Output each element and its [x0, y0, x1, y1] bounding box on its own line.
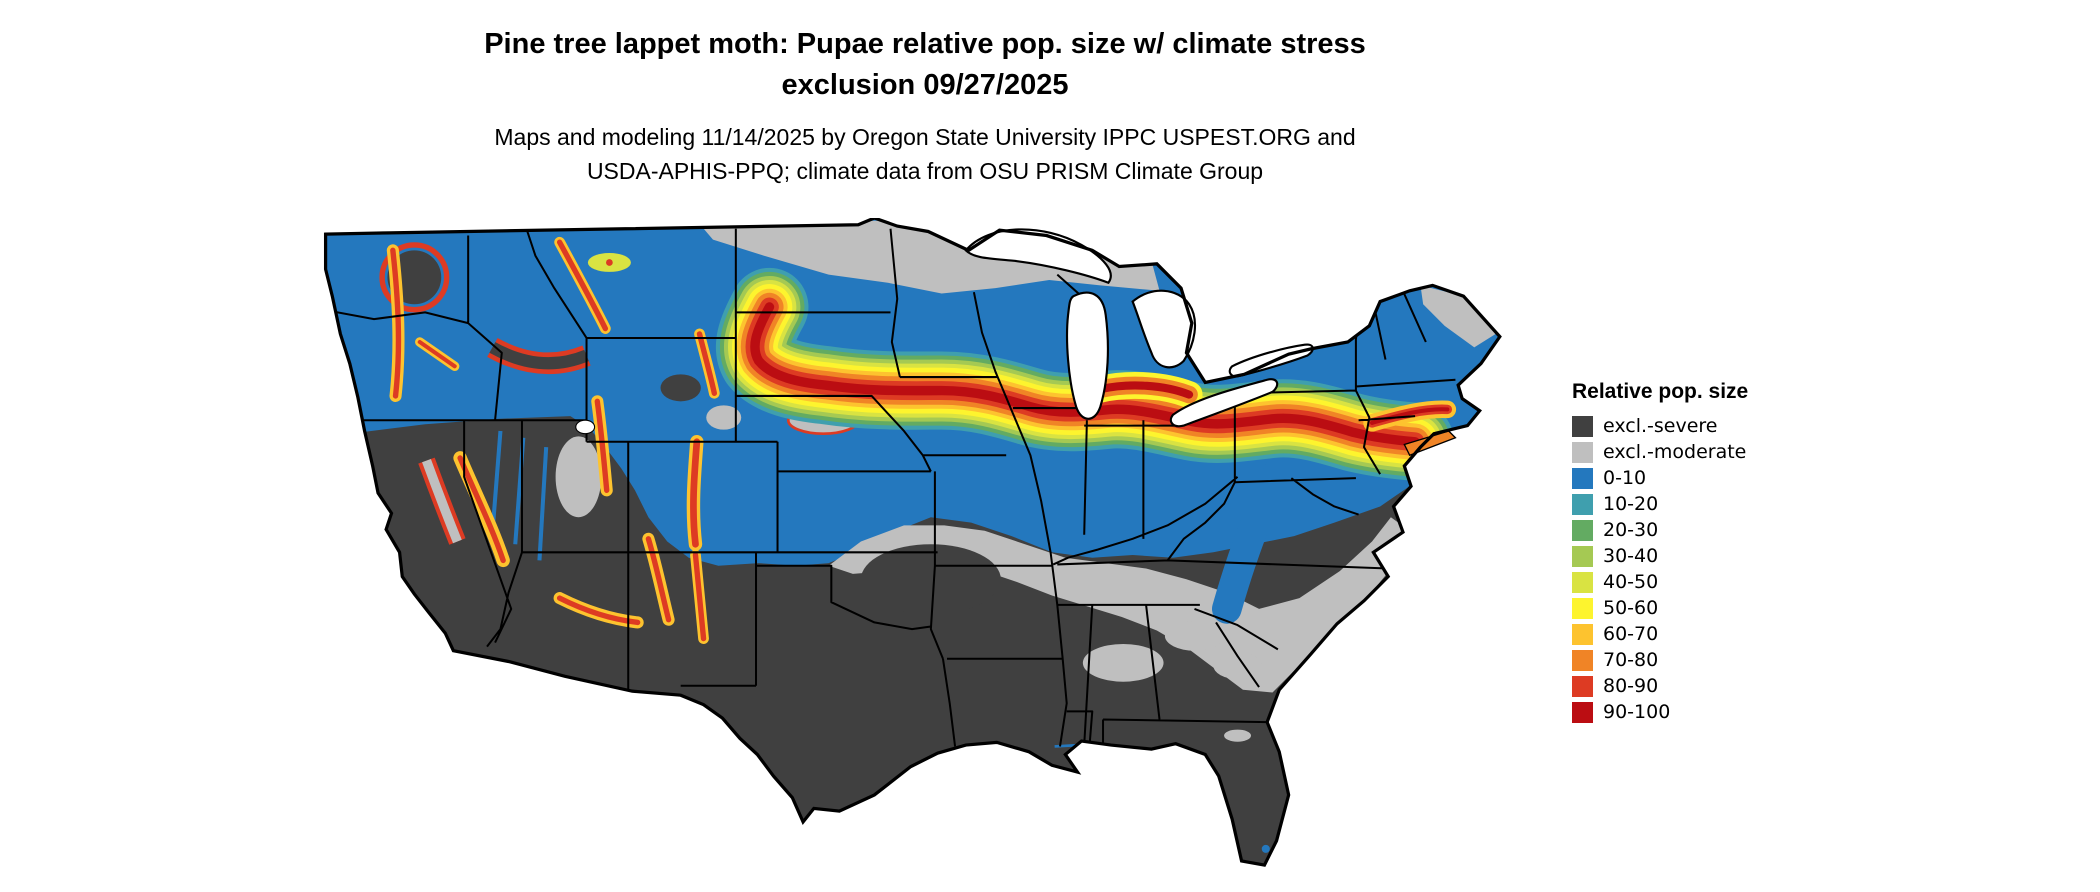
sanjuan-ridge-core — [645, 536, 672, 623]
legend-swatch — [1572, 571, 1593, 593]
legend-items: excl.-severe excl.-moderate 0-10 10-20 2… — [1572, 414, 1748, 724]
legend-item: 0-10 — [1572, 466, 1748, 490]
mt-warm-dot — [606, 259, 613, 266]
legend-swatch — [1572, 701, 1593, 723]
legend-item: 80-90 — [1572, 674, 1748, 698]
cascades-ridge-core — [390, 247, 402, 399]
legend-item: 30-40 — [1572, 544, 1748, 568]
bighorn-ridge-core — [696, 331, 718, 396]
ut-west-desert — [555, 436, 602, 518]
lake-superior — [964, 228, 1112, 284]
legend-swatch — [1572, 415, 1593, 437]
legend-label: 10-20 — [1603, 493, 1659, 515]
mt-rockies-ridge-core — [556, 239, 609, 332]
legend-label: 90-100 — [1603, 701, 1671, 723]
region-se-moderate-2 — [1164, 621, 1225, 651]
lake-michigan — [1066, 291, 1109, 420]
us-choropleth-map — [323, 218, 1502, 867]
legend-swatch — [1572, 545, 1593, 567]
legend-label: excl.-moderate — [1603, 441, 1747, 463]
great-salt-lake — [575, 419, 596, 435]
legend-swatch — [1572, 623, 1593, 645]
great-lakes — [575, 228, 1314, 435]
region-fl-moderate — [1224, 729, 1251, 742]
legend-label: 40-50 — [1603, 571, 1659, 593]
legend-label: 0-10 — [1603, 467, 1647, 489]
region-se-moderate-1 — [1082, 643, 1164, 682]
region-ozarks-severe — [860, 544, 1001, 615]
title-line-2: exclusion 09/27/2025 — [781, 69, 1069, 101]
wy-basin-2 — [706, 405, 742, 430]
legend-item: 40-50 — [1572, 570, 1748, 594]
state-borders — [325, 228, 1456, 747]
nv-ridge-3 — [537, 447, 549, 561]
legend-swatch — [1572, 493, 1593, 515]
legend-swatch — [1572, 675, 1593, 697]
lake-erie — [1169, 378, 1279, 428]
lake-huron — [1131, 289, 1197, 369]
subtitle-line-2: USDA-APHIS-PPQ; climate data from OSU PR… — [586, 158, 1264, 184]
legend-item: 10-20 — [1572, 492, 1748, 516]
legend: Relative pop. size excl.-severe excl.-mo… — [1572, 380, 1748, 726]
legend-item: excl.-severe — [1572, 414, 1748, 438]
legend-label: 20-30 — [1603, 519, 1659, 541]
legend-swatch — [1572, 441, 1593, 463]
legend-swatch — [1572, 467, 1593, 489]
mogollon-ridge-core — [556, 595, 641, 626]
fl-tip-speck — [1261, 844, 1270, 853]
legend-title: Relative pop. size — [1572, 380, 1749, 403]
subtitle-line-1: Maps and modeling 11/14/2025 by Oregon S… — [494, 124, 1356, 150]
sierra-ridge-core — [457, 455, 506, 564]
legend-item: excl.-moderate — [1572, 440, 1748, 464]
legend-label: 60-70 — [1603, 623, 1659, 645]
legend-label: 30-40 — [1603, 545, 1659, 567]
wy-basin-1 — [660, 374, 701, 402]
nv-ridge-1 — [490, 430, 503, 534]
figure-subtitle: Maps and modeling 11/14/2025 by Oregon S… — [0, 120, 1850, 188]
legend-item: 90-100 — [1572, 700, 1748, 724]
title-line-1: Pine tree lappet moth: Pupae relative po… — [484, 28, 1366, 60]
sangre-ridge-core — [692, 552, 707, 642]
legend-swatch — [1572, 597, 1593, 619]
figure-title: Pine tree lappet moth: Pupae relative po… — [0, 24, 1850, 106]
central-valley — [422, 459, 462, 544]
legend-label: excl.-severe — [1603, 415, 1718, 437]
region-maine-moderate — [1420, 285, 1496, 348]
legend-swatch — [1572, 519, 1593, 541]
frontrange-ridge-core — [690, 438, 701, 548]
legend-label: 70-80 — [1603, 649, 1659, 671]
legend-label: 80-90 — [1603, 675, 1659, 697]
legend-swatch — [1572, 649, 1593, 671]
legend-item: 20-30 — [1572, 518, 1748, 542]
legend-label: 50-60 — [1603, 597, 1659, 619]
legend-item: 50-60 — [1572, 596, 1748, 620]
wasatch-ridge-core — [594, 398, 610, 493]
region-appalachian-blue — [1211, 432, 1307, 624]
legend-item: 60-70 — [1572, 622, 1748, 646]
legend-item: 70-80 — [1572, 648, 1748, 672]
michigan-hot-branch — [1100, 385, 1189, 394]
columbia-basin-ring — [379, 242, 450, 313]
or-warm-speck-core — [417, 339, 457, 369]
